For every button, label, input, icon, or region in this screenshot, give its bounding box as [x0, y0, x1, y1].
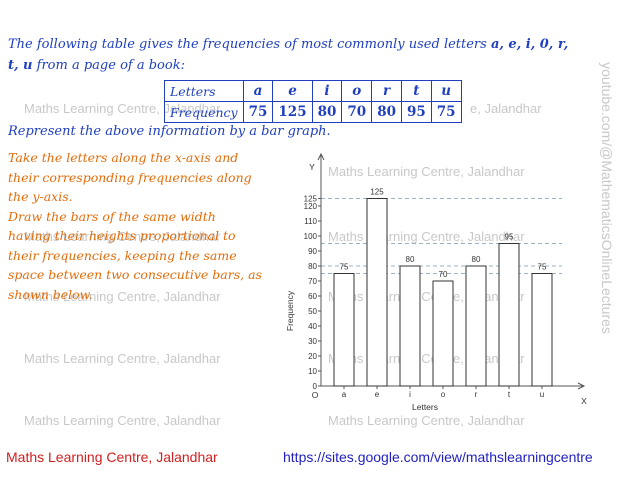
- frequency-cell: 95: [400, 101, 432, 123]
- watermark: Maths Learning Centre, Jalandhar: [328, 413, 525, 428]
- represent-instruction: Represent the above information by a bar…: [8, 124, 331, 139]
- letters-header: Letters: [164, 80, 244, 102]
- instruction-line: Take the letters along the x-axis and: [8, 150, 239, 165]
- frequency-cell: 80: [311, 101, 343, 123]
- footer-brand: Maths Learning Centre, Jalandhar: [6, 449, 218, 465]
- y-axis-arrow: [317, 152, 325, 161]
- x-tick-label: e: [375, 390, 380, 399]
- instruction-line: space between two consecutive bars, as: [8, 267, 262, 282]
- y-tick-label: 120: [304, 202, 318, 211]
- y-tick-label: 100: [304, 232, 318, 241]
- y-axis-name: Y: [309, 162, 315, 172]
- bar: [366, 198, 388, 387]
- instruction-line: the y-axis.: [8, 189, 73, 204]
- instructions: Take the letters along the x-axis and th…: [8, 148, 298, 304]
- intro-text: from a page of a book:: [32, 58, 185, 73]
- bar: [531, 273, 553, 387]
- y-tick-label: 30: [308, 337, 317, 346]
- instruction-line: shown below.: [8, 286, 93, 302]
- y-tick-label: 90: [308, 247, 317, 256]
- data-label: 75: [340, 263, 349, 272]
- y-tick-label: 10: [308, 367, 317, 376]
- watermark: e, Jalandhar: [470, 101, 542, 116]
- instruction-line: Draw the bars of the same width: [8, 208, 216, 224]
- y-tick-label: 60: [308, 292, 317, 301]
- data-label: 95: [505, 233, 514, 242]
- y-tick-label: 80: [308, 262, 317, 271]
- problem-statement: The following table gives the frequencie…: [8, 34, 608, 76]
- instruction-line: having their heights proportional to: [8, 228, 236, 243]
- intro-text: The following table gives the frequencie…: [8, 37, 491, 52]
- intro-letters: a, e, i, 0, r,: [490, 37, 569, 52]
- x-tick-label: a: [342, 390, 347, 399]
- bar: [432, 280, 454, 387]
- bar: [498, 243, 520, 387]
- instruction-line: their corresponding frequencies along: [8, 169, 252, 185]
- y-tick-label: 70: [308, 277, 317, 286]
- frequency-header: Frequency: [164, 101, 244, 123]
- bar: [333, 273, 355, 387]
- data-label: 80: [472, 255, 481, 264]
- instruction-line: their frequencies, keeping the same: [8, 247, 237, 263]
- y-axis-title: Frequency: [285, 290, 295, 331]
- footer-url[interactable]: https://sites.google.com/view/mathslearn…: [283, 449, 593, 465]
- frequency-cell: 75: [430, 101, 462, 123]
- frequency-cell: 125: [272, 101, 313, 123]
- bar: [399, 265, 421, 387]
- y-tick-label: 0: [313, 382, 318, 391]
- x-axis-arrow: [577, 382, 586, 390]
- y-tick-label: 110: [304, 217, 317, 226]
- watermark: Maths Learning Centre, Jalandhar: [24, 413, 221, 428]
- data-label: 75: [538, 263, 547, 272]
- intro-letters: t, u: [8, 58, 33, 73]
- data-label: 125: [370, 188, 384, 197]
- y-tick-label: 50: [308, 307, 317, 316]
- watermark: Maths Learning Centre, Jalandhar: [24, 289, 221, 304]
- x-tick-label: i: [409, 390, 411, 399]
- data-label: 70: [439, 270, 448, 279]
- y-tick-label: 20: [308, 352, 317, 361]
- x-axis-name: X: [581, 396, 587, 406]
- x-tick-label: t: [508, 390, 511, 399]
- x-tick-label: r: [475, 390, 478, 399]
- x-axis-title: Letters: [412, 402, 438, 412]
- watermark: Maths Learning Centre, Jalandhar: [24, 229, 221, 244]
- x-tick-label: u: [540, 390, 544, 399]
- data-label: 80: [406, 255, 415, 264]
- frequency-table: Letters a e i o r t u Frequency 75 125 8…: [164, 80, 462, 123]
- bar: [465, 265, 487, 387]
- watermark: Maths Learning Centre, Jalandhar: [328, 164, 525, 179]
- origin-label: O: [312, 390, 319, 400]
- frequency-row: Frequency 75 125 80 70 80 95 75: [164, 101, 462, 123]
- y-tick-label: 125: [304, 195, 318, 204]
- y-tick-label: 40: [308, 322, 317, 331]
- watermark: Maths Learning Centre, Jalandhar: [24, 351, 221, 366]
- x-tick-label: o: [441, 390, 446, 399]
